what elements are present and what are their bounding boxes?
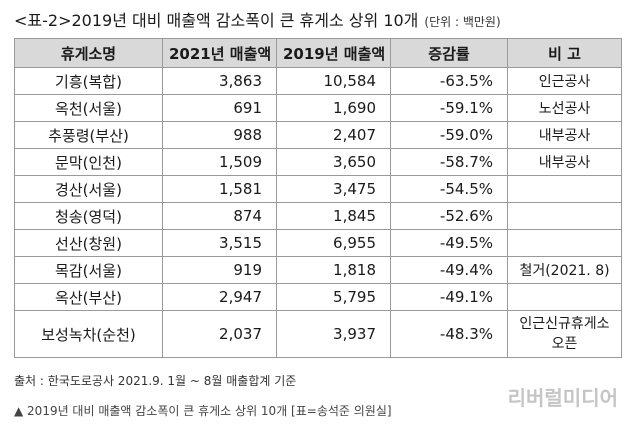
change-rate: -49.5%: [390, 229, 508, 257]
sales-2021: 1,581: [162, 175, 277, 203]
remarks: 노선공사: [507, 94, 622, 122]
change-rate: -48.3%: [390, 310, 508, 358]
sales-2019: 5,795: [276, 283, 391, 311]
rest-area-name: 문막(인천): [14, 148, 163, 176]
remarks: 인근신규휴게소 오픈: [507, 310, 622, 358]
remarks: [507, 202, 622, 230]
table-row: 옥산(부산) 2,947 5,795 -49.1%: [14, 283, 622, 311]
rest-area-name: 기흥(복합): [14, 67, 163, 95]
remarks: [507, 175, 622, 203]
sales-2019: 6,955: [276, 229, 391, 257]
change-rate: -49.1%: [390, 283, 508, 311]
sales-2021: 2,037: [162, 310, 277, 358]
photo-caption: ▲ 2019년 대비 매출액 감소폭이 큰 휴게소 상위 10개 [표=송석준 …: [14, 404, 392, 418]
table-title: <표-2>2019년 대비 매출액 감소폭이 큰 휴게소 상위 10개 (단위 :…: [14, 8, 622, 34]
remarks: [507, 229, 622, 257]
table-row: 기흥(복합) 3,863 10,584 -63.5% 인근공사: [14, 67, 622, 95]
rest-area-name: 옥산(부산): [14, 283, 163, 311]
table-header: 휴게소명 2021년 매출액 2019년 매출액 증감률 비 고: [14, 38, 622, 68]
header-rest-area-name: 휴게소명: [14, 38, 163, 68]
rest-area-name: 선산(창원): [14, 229, 163, 257]
rest-area-name: 옥천(서울): [14, 94, 163, 122]
table-row: 목감(서울) 919 1,818 -49.4% 철거(2021. 8): [14, 256, 622, 284]
sales-2021: 988: [162, 121, 277, 149]
change-rate: -59.0%: [390, 121, 508, 149]
change-rate: -58.7%: [390, 148, 508, 176]
remarks: [507, 283, 622, 311]
change-rate: -63.5%: [390, 67, 508, 95]
table-row: 보성녹차(순천) 2,037 3,937 -48.3% 인근신규휴게소 오픈: [14, 310, 622, 358]
table-row: 문막(인천) 1,509 3,650 -58.7% 내부공사: [14, 148, 622, 176]
rest-area-name: 추풍령(부산): [14, 121, 163, 149]
change-rate: -54.5%: [390, 175, 508, 203]
sales-2019: 10,584: [276, 67, 391, 95]
watermark-logo: 리버럴미디어: [507, 386, 618, 410]
sales-2019: 3,937: [276, 310, 391, 358]
remarks: 철거(2021. 8): [507, 256, 622, 284]
header-sales-2021: 2021년 매출액: [162, 38, 277, 68]
header-change-rate: 증감률: [390, 38, 508, 68]
sales-2019: 3,475: [276, 175, 391, 203]
sales-2021: 919: [162, 256, 277, 284]
header-sales-2019: 2019년 매출액: [276, 38, 391, 68]
rest-area-name: 경산(서울): [14, 175, 163, 203]
table-row: 옥천(서울) 691 1,690 -59.1% 노선공사: [14, 94, 622, 122]
table-row: 선산(창원) 3,515 6,955 -49.5%: [14, 229, 622, 257]
remarks: 내부공사: [507, 121, 622, 149]
table-row: 청송(영덕) 874 1,845 -52.6%: [14, 202, 622, 230]
sales-2021: 691: [162, 94, 277, 122]
sales-2021: 1,509: [162, 148, 277, 176]
sales-2019: 3,650: [276, 148, 391, 176]
sales-2019: 1,845: [276, 202, 391, 230]
rest-area-name: 청송(영덕): [14, 202, 163, 230]
sales-2021: 874: [162, 202, 277, 230]
change-rate: -49.4%: [390, 256, 508, 284]
table-row: 경산(서울) 1,581 3,475 -54.5%: [14, 175, 622, 203]
change-rate: -59.1%: [390, 94, 508, 122]
rest-area-sales-table: 휴게소명 2021년 매출액 2019년 매출액 증감률 비 고 기흥(복합) …: [14, 38, 622, 358]
remarks: 인근공사: [507, 67, 622, 95]
remarks: 내부공사: [507, 148, 622, 176]
table-title-text: <표-2>2019년 대비 매출액 감소폭이 큰 휴게소 상위 10개: [14, 11, 419, 30]
unit-label: (단위 : 백만원): [424, 15, 501, 29]
sales-2021: 3,515: [162, 229, 277, 257]
header-row: 휴게소명 2021년 매출액 2019년 매출액 증감률 비 고: [14, 38, 622, 68]
sales-2021: 2,947: [162, 283, 277, 311]
table-row: 추풍령(부산) 988 2,407 -59.0% 내부공사: [14, 121, 622, 149]
sales-2021: 3,863: [162, 67, 277, 95]
table-body: 기흥(복합) 3,863 10,584 -63.5% 인근공사 옥천(서울) 6…: [14, 67, 622, 358]
change-rate: -52.6%: [390, 202, 508, 230]
rest-area-name: 보성녹차(순천): [14, 310, 163, 358]
sales-2019: 1,690: [276, 94, 391, 122]
sales-2019: 1,818: [276, 256, 391, 284]
rest-area-name: 목감(서울): [14, 256, 163, 284]
header-remarks: 비 고: [507, 38, 622, 68]
source-note: 출처 : 한국도로공사 2021.9. 1월 ~ 8월 매출합계 기준: [14, 374, 297, 388]
sales-2019: 2,407: [276, 121, 391, 149]
